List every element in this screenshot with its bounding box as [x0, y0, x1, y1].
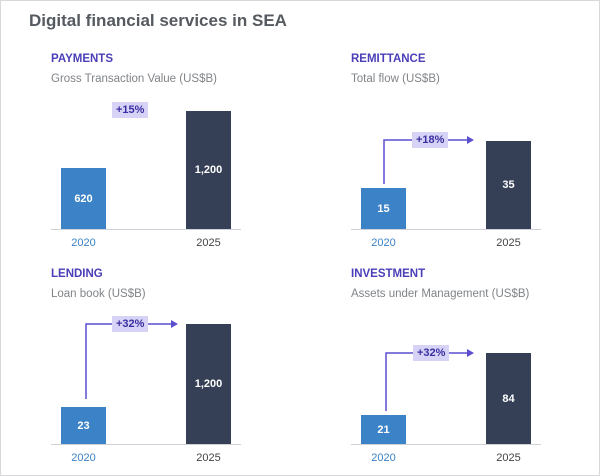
- bar-label: 23: [77, 419, 90, 432]
- bar-label: 1,200: [194, 378, 223, 390]
- baseline: [351, 444, 541, 445]
- panel-subtitle: Total flow (US$B): [351, 73, 440, 85]
- growth-badge: +32%: [413, 345, 450, 361]
- bar-label: 21: [377, 423, 390, 436]
- panel-subtitle: Assets under Management (US$B): [351, 288, 530, 300]
- page-title: Digital financial services in SEA: [29, 11, 287, 30]
- x-tick-label: 2025: [496, 452, 521, 464]
- bar-2025: 1,200: [186, 111, 231, 229]
- bar-label: 1,200: [194, 164, 223, 176]
- bar-2020: 620: [61, 168, 106, 229]
- growth-badge: +32%: [112, 316, 149, 332]
- baseline: [51, 229, 241, 230]
- x-tick-label: 2025: [196, 452, 221, 464]
- growth-badge: +18%: [412, 132, 449, 148]
- bar-2025: 84: [486, 353, 531, 444]
- panel-title: LENDING: [51, 268, 103, 280]
- bar-2020: 21: [361, 415, 406, 444]
- panel-subtitle: Gross Transaction Value (US$B): [51, 73, 217, 85]
- bar-label: 15: [377, 202, 390, 215]
- baseline: [351, 229, 541, 230]
- panel-title: REMITTANCE: [351, 53, 426, 65]
- x-tick-label: 2020: [371, 237, 396, 249]
- panel-title: PAYMENTS: [51, 53, 113, 65]
- panel-subtitle: Loan book (US$B): [51, 288, 146, 300]
- bar-label: 620: [74, 192, 93, 205]
- growth-badge: +15%: [112, 102, 149, 118]
- bar-2020: 23: [61, 407, 106, 444]
- panel-investment: INVESTMENT Assets under Management (US$B…: [301, 261, 599, 475]
- bar-2025: 1,200: [186, 324, 231, 444]
- bar-2020: 15: [361, 188, 406, 229]
- x-tick-label: 2025: [496, 237, 521, 249]
- x-tick-label: 2020: [71, 452, 96, 464]
- bar-2025: 35: [486, 141, 531, 229]
- bar-label: 84: [502, 392, 515, 405]
- panel-remittance: REMITTANCE Total flow (US$B) +18% 15 35 …: [301, 46, 599, 261]
- panel-lending: LENDING Loan book (US$B) +32% 23 1,200 2…: [1, 261, 301, 475]
- bar-label: 35: [502, 179, 515, 191]
- x-tick-label: 2025: [196, 237, 221, 249]
- x-tick-label: 2020: [371, 452, 396, 464]
- panel-payments: PAYMENTS Gross Transaction Value (US$B) …: [1, 46, 301, 261]
- panel-title: INVESTMENT: [351, 268, 426, 280]
- baseline: [51, 444, 241, 445]
- x-tick-label: 2020: [71, 237, 96, 249]
